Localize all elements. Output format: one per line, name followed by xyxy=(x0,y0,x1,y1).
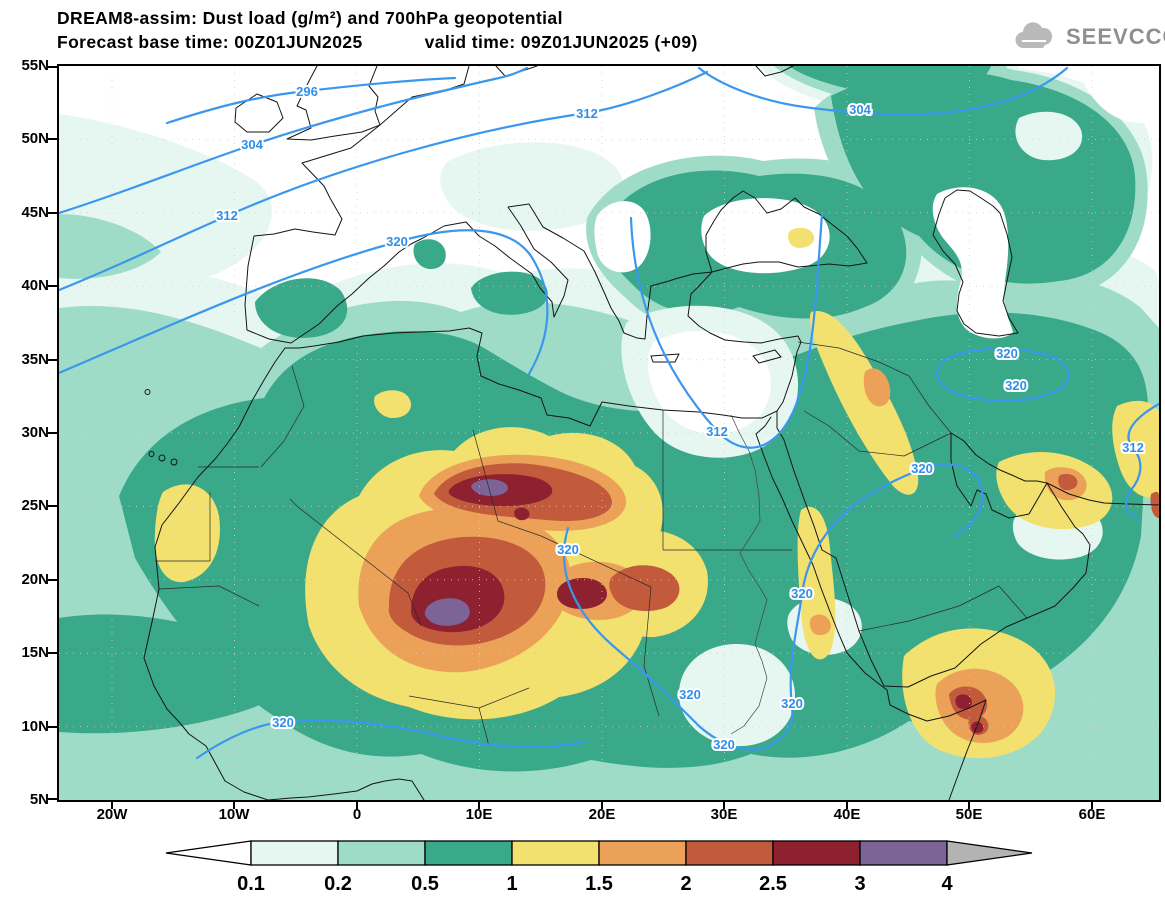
forecast-base-time: Forecast base time: 00Z01JUN2025 xyxy=(57,32,363,52)
logo-text: SEEVCCC xyxy=(1066,24,1165,49)
coastlines xyxy=(143,66,1159,800)
cloud-icon xyxy=(1015,22,1053,49)
map-canvas: 296 304 304 312 312 320 312 320 320 312 … xyxy=(59,66,1159,800)
geopotential-label: 320 xyxy=(996,346,1018,361)
lon-tick-label: 0 xyxy=(352,806,362,823)
lon-tick-label: 40E xyxy=(833,806,861,823)
lon-tick xyxy=(356,800,358,809)
lat-tick xyxy=(48,798,57,800)
geopotential-label: 320 xyxy=(386,234,408,249)
map-frame: 55N 50N 45N 40N 35N 30N 25N 20N 15N 10N … xyxy=(21,57,1161,823)
lat-tick-label: 30N xyxy=(21,424,49,441)
geopotential-label: 304 xyxy=(849,102,871,117)
geopotential-label: 320 xyxy=(791,586,813,601)
colorbar-cell xyxy=(250,840,339,866)
colorbar-cell xyxy=(337,840,426,866)
chart-title: DREAM8-assim: Dust load (g/m²) and 700hP… xyxy=(57,8,563,28)
geopotential-label: 296 xyxy=(296,84,318,99)
geopotential-label: 320 xyxy=(272,715,294,730)
lon-tick-label: 20W xyxy=(96,806,128,823)
colorbar-cell xyxy=(772,840,861,866)
geopotential-label: 320 xyxy=(557,542,579,557)
colorbar-arrow-right xyxy=(946,840,1033,866)
lon-tick xyxy=(968,800,970,809)
colorbar-label: 0.5 xyxy=(411,873,439,895)
colorbar-label: 2.5 xyxy=(759,873,787,895)
lon-tick xyxy=(1091,800,1093,809)
geopotential-label: 304 xyxy=(241,137,263,152)
lat-tick-label: 20N xyxy=(21,571,49,588)
geopotential-label: 312 xyxy=(216,208,238,223)
lon-tick-label: 10W xyxy=(218,806,250,823)
geopotential-label: 320 xyxy=(781,696,803,711)
lon-tick xyxy=(601,800,603,809)
colorbar-label: 1.5 xyxy=(585,873,613,895)
lat-tick-label: 25N xyxy=(21,497,49,514)
lon-tick xyxy=(111,800,113,809)
colorbar-cell xyxy=(424,840,513,866)
colorbar-label: 0.1 xyxy=(237,873,265,895)
lon-tick-label: 20E xyxy=(588,806,616,823)
geopotential-label: 312 xyxy=(706,424,728,439)
lat-tick-label: 40N xyxy=(21,277,49,294)
colorbar-cell xyxy=(685,840,774,866)
country-borders xyxy=(155,341,1028,747)
valid-time: valid time: 09Z01JUN2025 (+09) xyxy=(424,32,698,52)
lon-tick-label: 50E xyxy=(955,806,983,823)
colorbar-arrow-left xyxy=(165,840,252,866)
lon-tick xyxy=(478,800,480,809)
lat-tick xyxy=(48,579,57,581)
colorbar-cell xyxy=(859,840,948,866)
chart-titles: DREAM8-assim: Dust load (g/m²) and 700hP… xyxy=(57,6,698,54)
geopotential-label: 312 xyxy=(576,106,598,121)
geopotential-label: 320 xyxy=(713,737,735,752)
lat-tick xyxy=(48,66,57,68)
lat-tick xyxy=(48,432,57,434)
lon-tick-label: 60E xyxy=(1078,806,1106,823)
geopotential-label: 312 xyxy=(1122,440,1144,455)
lon-tick xyxy=(723,800,725,809)
colorbar-label: 0.2 xyxy=(324,873,352,895)
geopotential-label: 320 xyxy=(911,461,933,476)
nile-river xyxy=(730,414,768,735)
lat-tick xyxy=(48,726,57,728)
colorbar-legend: 0.1 0.2 0.5 1 1.5 2 2.5 3 4 xyxy=(165,840,1033,895)
lat-tick-label: 15N xyxy=(21,644,49,661)
lat-tick xyxy=(48,505,57,507)
colorbar-label: 1 xyxy=(506,873,517,895)
lat-tick-label: 5N xyxy=(29,791,49,808)
lat-tick xyxy=(48,652,57,654)
lon-tick-label: 10E xyxy=(465,806,493,823)
lat-tick-label: 45N xyxy=(21,204,49,221)
colorbar-label: 3 xyxy=(854,873,865,895)
lat-tick-label: 10N xyxy=(21,718,49,735)
geopotential-labels: 296 304 304 312 312 320 312 320 320 312 … xyxy=(214,82,1146,754)
lat-tick-label: 35N xyxy=(21,351,49,368)
geopotential-label: 320 xyxy=(1005,378,1027,393)
lat-tick xyxy=(48,212,57,214)
colorbar-label: 2 xyxy=(680,873,691,895)
geopotential-label: 320 xyxy=(679,687,701,702)
lat-tick xyxy=(48,285,57,287)
lon-tick xyxy=(233,800,235,809)
lon-tick-label: 30E xyxy=(710,806,738,823)
colorbar-cell xyxy=(598,840,687,866)
colorbar-label: 4 xyxy=(941,873,953,895)
chart-subtitle: Forecast base time: 00Z01JUN2025 valid t… xyxy=(57,30,698,54)
dust-fill-3 xyxy=(424,479,508,626)
seevccc-logo: SEEVCCC xyxy=(1012,22,1165,52)
geopotential-contours xyxy=(59,66,1159,760)
lat-tick xyxy=(48,359,57,361)
lat-tick xyxy=(48,138,57,140)
colorbar-cell xyxy=(511,840,600,866)
lat-tick-label: 55N xyxy=(21,57,49,74)
lon-tick xyxy=(846,800,848,809)
lat-tick-label: 50N xyxy=(21,130,49,147)
